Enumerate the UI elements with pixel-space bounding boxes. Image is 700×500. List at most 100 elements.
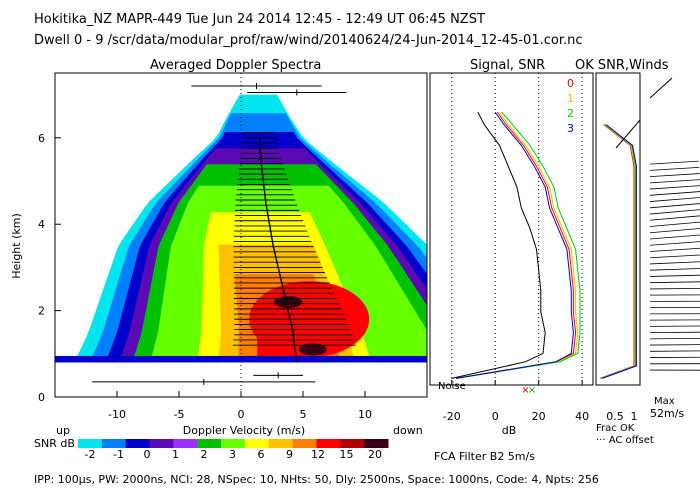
wind-vector (649, 221, 700, 227)
x-tick-label: -5 (174, 408, 185, 421)
snr-x-label: dB (502, 424, 517, 437)
colorbar-tick-label: 20 (368, 448, 382, 461)
x-tick-label: 10 (358, 408, 372, 421)
wind-vector (649, 268, 700, 271)
wind-vector (649, 274, 700, 277)
y-axis-label: Height (km) (10, 213, 23, 279)
frac-ok-label: Frac OK (596, 423, 635, 434)
wind-vector (649, 281, 700, 284)
ac-offset-label: ··· AC offset (596, 435, 654, 446)
snr-series-3 (456, 111, 574, 379)
winds-plot: 0.5 1 (595, 72, 700, 423)
snr-x-tick-label: -20 (443, 410, 461, 423)
wind-vector (649, 197, 700, 202)
wind-vector (649, 215, 700, 221)
colorbar-swatch (78, 439, 103, 448)
colorbar-tick-label: -2 (85, 448, 96, 461)
noise-label: Noise (438, 381, 466, 392)
mean-velocity-trace (258, 137, 298, 363)
winds-x-tick-label: 0.5 (606, 410, 624, 423)
colorbar-tick-label: 6 (258, 448, 265, 461)
colorbar-swatch (292, 439, 317, 448)
wind-vector (649, 203, 700, 209)
noise-marker-red: × (521, 385, 529, 396)
wind-vector (649, 173, 700, 177)
snr-series-signal (451, 111, 546, 379)
snr-x-tick-label: 0 (492, 410, 499, 423)
colorbar-tick-label: 2 (201, 448, 208, 461)
wind-vector (649, 350, 700, 352)
wind-vector (649, 160, 699, 165)
y-tick-label: 4 (38, 218, 45, 231)
colorbar-tick-label: 0 (144, 448, 151, 461)
frac-ok-line (601, 124, 637, 379)
wind-vector (649, 209, 700, 215)
snr-x-tick-label: 40 (575, 410, 589, 423)
snr-frame (429, 72, 594, 386)
snr-plot: -20 0 20 40 ×× 0 1 2 3 (429, 72, 594, 423)
down-label: down (393, 424, 423, 437)
frac-ok-line (600, 124, 636, 379)
snr-core-20db (274, 295, 303, 308)
x-tick-label: 0 (238, 408, 245, 421)
snr-series-0 (456, 111, 577, 379)
winds-frame (595, 72, 641, 386)
colorbar: -2 -1 0 1 2 3 6 9 12 15 20 (78, 439, 389, 461)
wind-max-label: Max (654, 396, 675, 407)
spectra-heatmap: -10 -5 0 5 10 0 2 4 6 (38, 72, 428, 421)
noise-marker-green: × (528, 385, 536, 396)
header-title: Hokitika_NZ MAPR-449 Tue Jun 24 2014 12:… (34, 12, 485, 27)
wind-vector (649, 185, 700, 190)
wind-vector (649, 228, 700, 234)
colorbar-tick-label: -1 (113, 448, 124, 461)
colorbar-tick-label: 15 (340, 448, 354, 461)
colorbar-tick-label: 3 (229, 448, 236, 461)
colorbar-tick-label: 1 (172, 448, 179, 461)
spectra-contours (55, 94, 427, 363)
y-tick-label: 2 (38, 305, 45, 318)
spectra-panel-title: Averaged Doppler Spectra (150, 58, 321, 73)
winds-panel-title: OK SNR,Winds (575, 58, 669, 73)
colorbar-swatch (244, 439, 270, 448)
colorbar-swatch (316, 439, 341, 448)
colorbar-tick-label: 9 (286, 448, 293, 461)
wind-vector (649, 241, 700, 246)
x-axis-label: Doppler Velocity (m/s) (183, 424, 305, 437)
footer-params: IPP: 100µs, PW: 2000ns, NCI: 28, NSpec: … (34, 473, 599, 486)
frac-ok-line (599, 124, 635, 379)
header-dwell: Dwell 0 - 9 /scr/data/modular_prof/raw/w… (34, 33, 583, 48)
colorbar-tick-label: 12 (311, 448, 325, 461)
legend-entry: 2 (567, 107, 574, 120)
colorbar-swatch (101, 439, 127, 448)
colorbar-swatch (149, 439, 174, 448)
legend-entry: 0 (567, 77, 574, 90)
wind-scale-label: 52m/s (650, 407, 684, 420)
wind-vector-upper (615, 119, 641, 149)
fca-filter-label: FCA Filter B2 5m/s (434, 450, 535, 463)
wind-vector (649, 331, 700, 333)
wind-vector (649, 261, 700, 265)
wind-vector-top (649, 77, 673, 99)
colorbar-swatch (364, 439, 389, 448)
wind-vector (649, 254, 700, 259)
colorbar-swatch (173, 439, 198, 448)
colorbar-swatch (340, 439, 365, 448)
x-tick-label: -10 (108, 408, 126, 421)
wind-vector (649, 337, 700, 340)
wind-vector (649, 179, 700, 184)
snr-core-20db-lower (298, 343, 327, 356)
snr-series-1 (456, 111, 579, 379)
frac-ok-line (602, 124, 637, 379)
legend-entry: 3 (567, 122, 574, 135)
x-tick-label: 5 (300, 408, 307, 421)
wind-vector (649, 247, 700, 252)
winds-x-tick-label: 1 (631, 410, 638, 423)
snr-series-2 (456, 111, 581, 379)
wind-vector (649, 344, 700, 346)
ground-clutter-band (55, 355, 427, 363)
wind-vector (649, 287, 700, 290)
colorbar-swatch (197, 439, 222, 448)
y-tick-label: 6 (38, 132, 45, 145)
colorbar-swatch (268, 439, 294, 448)
